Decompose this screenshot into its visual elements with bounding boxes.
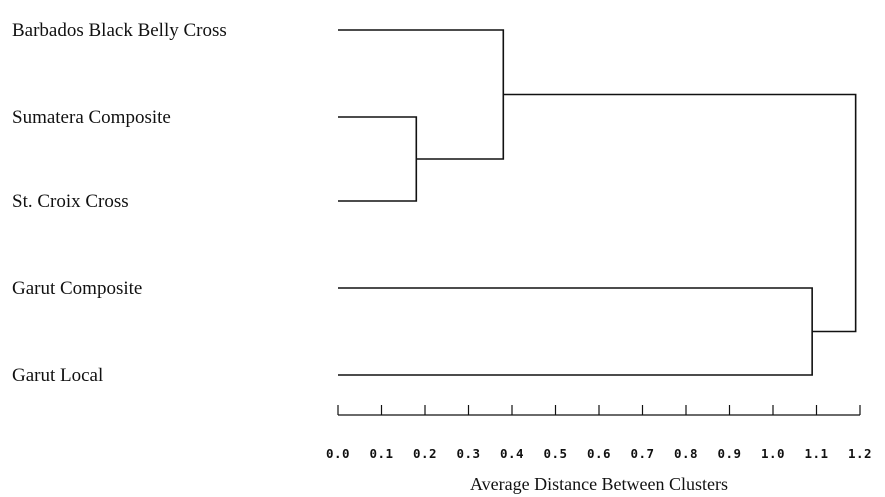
- leaf-labels: Barbados Black Belly Cross Sumatera Compo…: [12, 20, 227, 386]
- x-tick-label: 0.4: [500, 446, 524, 461]
- x-tick-label: 0.5: [543, 446, 567, 461]
- leaf-label: St. Croix Cross: [12, 191, 129, 212]
- merge-branch: [338, 29, 505, 160]
- leaf-label: Sumatera Composite: [12, 107, 171, 128]
- x-tick-label: 0.3: [456, 446, 480, 461]
- leaf-label: Garut Local: [12, 365, 103, 386]
- x-axis-title: Average Distance Between Clusters: [470, 474, 728, 494]
- x-tick-label: 1.0: [761, 446, 785, 461]
- leaf-label: Garut Composite: [12, 278, 142, 299]
- x-tick-label: 0.0: [326, 446, 350, 461]
- x-tick-label: 0.1: [369, 446, 393, 461]
- x-tick-label: 0.6: [587, 446, 611, 461]
- dendrogram-branches: [338, 29, 857, 376]
- x-tick-label: 0.7: [630, 446, 654, 461]
- x-tick-label: 0.8: [674, 446, 698, 461]
- x-tick-label: 0.9: [717, 446, 741, 461]
- merge-branch: [338, 287, 813, 376]
- x-axis: 0.0 0.1 0.2 0.3 0.4 0.5 0.6 0.7 0.8 0.9 1.0 1.1 1.2: [326, 405, 872, 461]
- x-tick-label: 0.2: [413, 446, 437, 461]
- x-tick-label: 1.1: [804, 446, 828, 461]
- leaf-label: Barbados Black Belly Cross: [12, 20, 227, 41]
- merge-branch: [503, 93, 857, 333]
- x-tick-label: 1.2: [848, 446, 872, 461]
- merge-branch: [338, 116, 418, 202]
